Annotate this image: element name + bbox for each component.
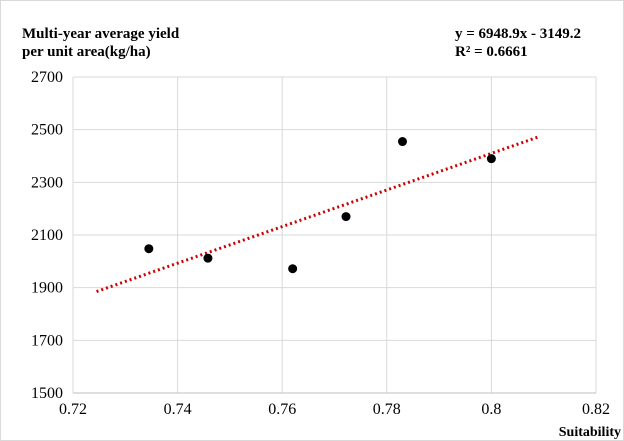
data-point bbox=[341, 212, 351, 222]
x-tick-labels: 0.72 0.74 0.76 0.78 0.8 0.82 bbox=[59, 401, 610, 418]
data-points bbox=[144, 137, 496, 274]
grid-lines bbox=[72, 76, 597, 394]
x-tick-label: 0.74 bbox=[164, 401, 192, 418]
x-tick-label: 0.8 bbox=[481, 401, 501, 418]
y-tick-label: 2300 bbox=[31, 174, 63, 191]
data-point bbox=[203, 253, 213, 263]
x-tick-label: 0.76 bbox=[268, 401, 296, 418]
x-tick-label: 0.72 bbox=[59, 401, 87, 418]
y-tick-label: 1700 bbox=[31, 332, 63, 349]
chart-title-line-1: Multi-year average yield bbox=[22, 26, 180, 42]
data-point bbox=[288, 264, 298, 274]
y-tick-label: 1500 bbox=[31, 385, 63, 402]
trendline-r-squared: R² = 0.6661 bbox=[455, 44, 528, 60]
x-axis-label: Suitability bbox=[559, 425, 621, 440]
data-point bbox=[144, 244, 154, 254]
y-tick-label: 2500 bbox=[31, 122, 63, 139]
data-point bbox=[397, 137, 407, 147]
data-point bbox=[486, 154, 496, 164]
linear-trendline bbox=[96, 135, 539, 293]
chart-title-line-2: per unit area(kg/ha) bbox=[22, 44, 151, 60]
trendline-layer bbox=[96, 135, 539, 293]
x-tick-label: 0.82 bbox=[582, 401, 610, 418]
y-tick-label: 1900 bbox=[31, 280, 63, 297]
y-tick-label: 2700 bbox=[31, 69, 63, 86]
trendline-equation: y = 6948.9x - 3149.2 bbox=[455, 26, 581, 42]
x-tick-label: 0.78 bbox=[373, 401, 401, 418]
y-tick-label: 2100 bbox=[31, 227, 63, 244]
y-tick-labels: 1500 1700 1900 2100 2300 2500 2700 bbox=[31, 69, 63, 402]
